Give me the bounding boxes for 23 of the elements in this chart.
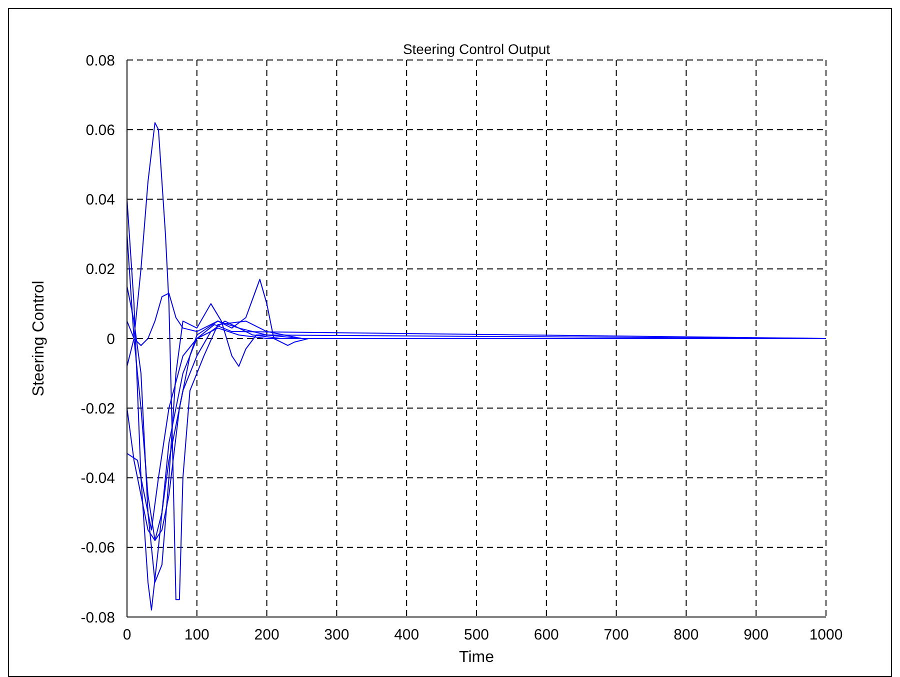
x-tick-label: 900: [744, 626, 769, 644]
x-tick-label: 500: [464, 626, 490, 644]
y-tick-label: 0.08: [86, 52, 115, 70]
y-axis-title: Steering Control: [30, 280, 48, 396]
y-tick-label: 0.06: [86, 122, 115, 139]
y-tick-label: 0.02: [86, 261, 115, 278]
x-tick-label: 300: [324, 626, 350, 644]
y-tick-label: -0.08: [80, 609, 115, 626]
x-tick-label: 400: [394, 626, 420, 644]
x-tick-label: 1000: [809, 626, 843, 644]
x-tick-label: 700: [604, 626, 629, 644]
y-tick-label: -0.06: [80, 540, 115, 557]
y-tick-label: 0.04: [86, 192, 115, 209]
x-tick-label: 0: [122, 626, 132, 644]
x-tick-label: 600: [534, 626, 559, 644]
x-tick-label: 800: [674, 626, 699, 644]
y-tick-label: -0.02: [80, 400, 115, 418]
x-tick-label: 200: [254, 626, 280, 644]
y-tick-label: -0.04: [80, 470, 115, 488]
chart-title: Steering Control Output: [402, 41, 552, 57]
x-tick-label: 100: [184, 626, 210, 644]
y-tick-label: 0: [106, 330, 115, 348]
x-axis-title: Time: [459, 649, 494, 666]
